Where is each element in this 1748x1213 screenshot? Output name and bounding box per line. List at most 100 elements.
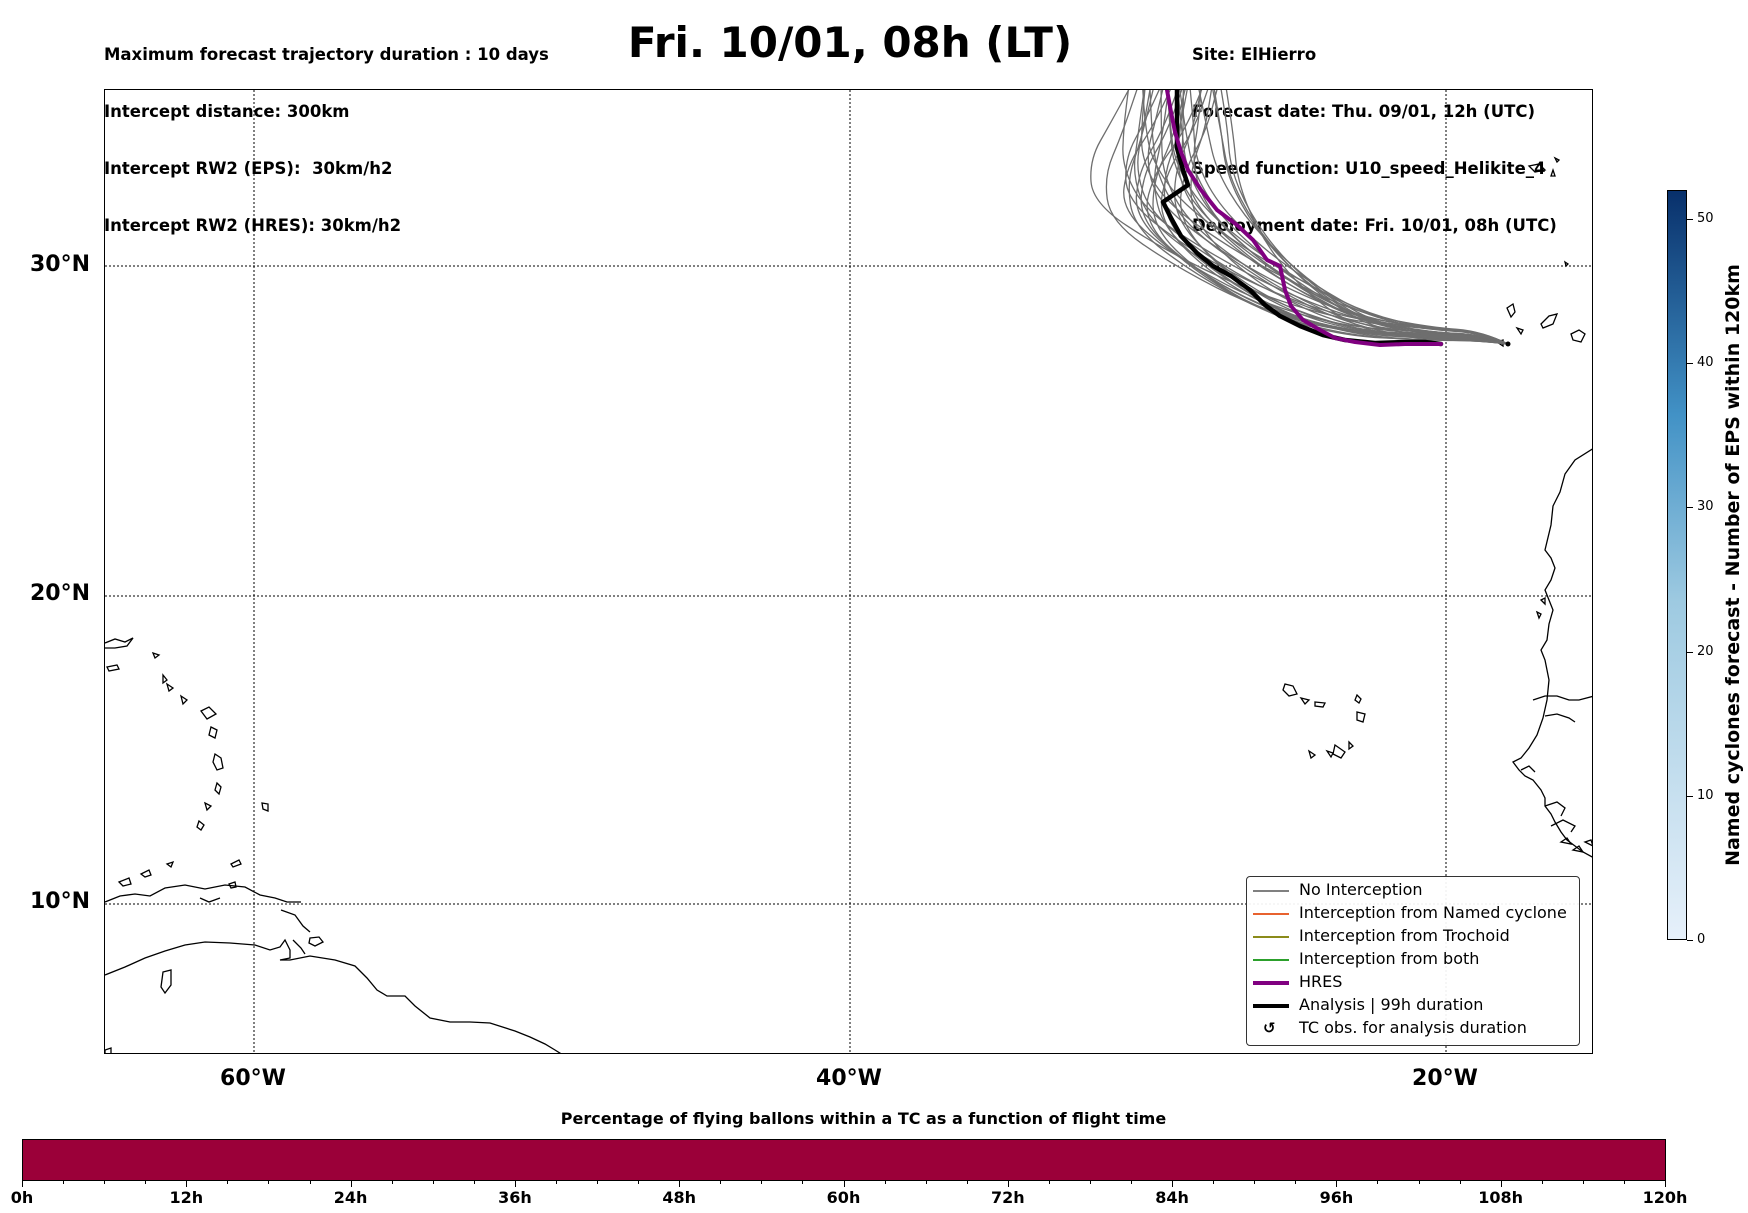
legend-swatch	[1253, 959, 1289, 961]
time-bar-tick	[966, 1181, 968, 1184]
coast-grenadines	[203, 801, 213, 812]
ensemble-member-trajectory	[1105, 90, 1509, 345]
legend-label: No Interception	[1299, 880, 1423, 899]
coast-trinidad	[308, 936, 325, 947]
time-bar-tick	[925, 1181, 927, 1184]
time-bar-tick	[679, 1181, 681, 1187]
time-bar-tick	[720, 1181, 722, 1184]
time-bar-tick	[1418, 1181, 1420, 1184]
time-bar-tick	[63, 1181, 65, 1184]
time-bar-tick	[1665, 1181, 1666, 1187]
colorbar-tick-label: 30	[1697, 499, 1714, 515]
coast-cape-verde-1	[1282, 683, 1298, 697]
time-bar-tick	[802, 1181, 804, 1184]
coast-virgin	[151, 651, 161, 660]
time-bar-label: 60h	[826, 1188, 861, 1207]
info-line: Intercept RW2 (HRES): 30km/h2	[104, 216, 402, 235]
time-bar-tick	[1213, 1181, 1215, 1184]
colorbar-tick	[1687, 218, 1693, 220]
coast-cape-verde-8	[1307, 749, 1317, 760]
legend-item-hres: HRES	[1247, 971, 1577, 993]
time-bar-tick	[1377, 1181, 1379, 1184]
info-line: Intercept distance: 300km	[104, 102, 350, 121]
legend-label: HRES	[1299, 972, 1343, 991]
colorbar-tick-label: 50	[1697, 210, 1714, 226]
coast-guyana-island	[160, 969, 172, 995]
time-bar-tick	[350, 1181, 352, 1187]
legend-label: Interception from both	[1299, 949, 1480, 968]
coast-grenada	[196, 819, 205, 831]
coast-cap-vert	[1532, 695, 1592, 701]
time-bar-label: 120h	[1642, 1188, 1688, 1207]
coast-south-america	[105, 938, 562, 1053]
colorbar-tick-label: 40	[1697, 355, 1714, 371]
time-bar-tick	[1172, 1181, 1174, 1187]
legend: No Interception Interception from Named …	[1246, 876, 1580, 1046]
coast-island-b	[165, 682, 175, 693]
coast-puerto-rico	[106, 664, 120, 672]
time-bar-tick	[1500, 1181, 1502, 1187]
legend-item-both: Interception from both	[1247, 948, 1577, 970]
cyclone-marker-icon: ↺	[1263, 1019, 1276, 1037]
time-bar-tick	[391, 1181, 393, 1184]
info-line: Intercept RW2 (EPS): 30km/h2	[104, 159, 393, 178]
colorbar-tick	[1687, 651, 1693, 653]
coast-desertas	[1550, 167, 1556, 177]
coast-canary-1	[1506, 302, 1516, 319]
time-bar-tick	[843, 1181, 845, 1187]
map-canvas	[105, 90, 1592, 1053]
ensemble-member-trajectory	[1147, 90, 1509, 345]
legend-swatch	[1253, 913, 1289, 915]
coast-venezuela-2	[199, 897, 221, 903]
coast-islet-ne	[1563, 260, 1570, 268]
legend-swatch	[1253, 936, 1289, 938]
legend-swatch	[1253, 890, 1289, 892]
time-bar-tick	[1007, 1181, 1009, 1187]
coast-island-a	[162, 673, 168, 685]
time-bar-label: 12h	[169, 1188, 204, 1207]
time-bar-label: 0h	[10, 1188, 34, 1207]
coast-cape-verde-3	[1314, 701, 1327, 708]
hres-trajectory	[1165, 90, 1443, 347]
lon-label-20w: 20°W	[1412, 1066, 1478, 1091]
time-bar	[22, 1139, 1666, 1181]
legend-label: Analysis | 99h duration	[1299, 995, 1484, 1014]
info-line: Maximum forecast trajectory duration : 1…	[104, 45, 549, 64]
ensemble-trajectories	[1090, 90, 1511, 347]
time-bar-title: Percentage of flying ballons within a TC…	[560, 1109, 1167, 1128]
coastlines	[105, 156, 1592, 1053]
time-bar-tick	[1541, 1181, 1543, 1184]
coast-canary-2	[1540, 313, 1559, 329]
time-bar-tick	[1048, 1181, 1050, 1184]
deployment-site-marker	[1505, 341, 1511, 347]
map-panel	[104, 89, 1593, 1054]
legend-item-no-interception: No Interception	[1247, 879, 1577, 901]
colorbar	[1667, 190, 1687, 940]
colorbar-tick	[1687, 507, 1693, 509]
coast-dominica	[208, 726, 218, 739]
coast-senegal-islands	[1535, 596, 1546, 620]
legend-item-tc-obs: ↺ TC obs. for analysis duration	[1247, 1017, 1577, 1039]
coast-islet-2	[117, 877, 132, 887]
colorbar-tick	[1687, 795, 1693, 797]
coast-guadeloupe	[200, 706, 218, 720]
time-bar-tick	[1254, 1181, 1256, 1184]
coast-guinea-1	[1544, 801, 1566, 817]
time-bar-tick	[761, 1181, 763, 1184]
legend-label: Interception from Named cyclone	[1299, 903, 1567, 922]
colorbar-tick	[1687, 363, 1693, 365]
coast-cape-verde-6	[1332, 743, 1346, 759]
time-bar-label: 72h	[990, 1188, 1025, 1207]
coast-canary-5	[1515, 326, 1524, 336]
coast-sw-corner	[105, 1047, 112, 1053]
legend-item-trochoid: Interception from Trochoid	[1247, 925, 1577, 947]
colorbar-tick-label: 10	[1697, 787, 1714, 803]
colorbar-title: Named cyclones forecast - Number of EPS …	[1722, 264, 1744, 866]
time-bar-tick	[473, 1181, 475, 1184]
colorbar-tick	[1687, 940, 1693, 941]
coast-bissagos-2	[1571, 845, 1585, 853]
time-bar-tick	[1131, 1181, 1133, 1184]
time-bar-label: 48h	[662, 1188, 697, 1207]
coast-martinique	[212, 752, 224, 771]
coast-cape-verde-7	[1348, 740, 1354, 751]
